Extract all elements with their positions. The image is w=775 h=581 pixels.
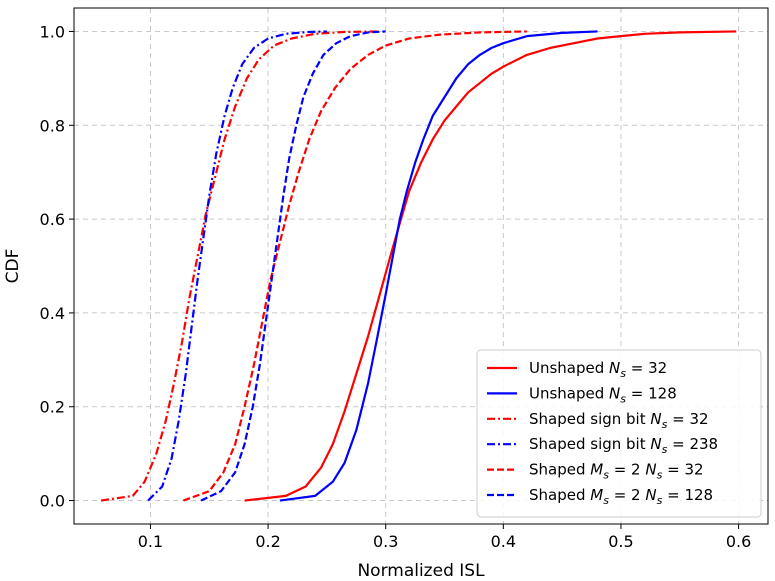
series-line-2 bbox=[279, 30, 598, 502]
legend-entry-2: Unshaped Ns = 128 bbox=[529, 384, 677, 405]
y-axis-title: CDF bbox=[3, 249, 23, 284]
y-tick-label: 0.0 bbox=[40, 492, 65, 511]
legend-entry-6: Shaped Ms = 2 Ns = 128 bbox=[529, 486, 713, 507]
x-tick-label: 0.6 bbox=[726, 532, 751, 551]
series-lines bbox=[100, 30, 737, 502]
y-tick-label: 0.4 bbox=[40, 304, 65, 323]
x-tick-label: 0.3 bbox=[373, 532, 398, 551]
legend-entry-4: Shaped sign bit Ns = 238 bbox=[529, 435, 718, 456]
legend-entry-3: Shaped sign bit Ns = 32 bbox=[529, 410, 709, 431]
series-line-1 bbox=[244, 30, 737, 502]
series-line-3 bbox=[100, 30, 380, 502]
x-axis-title: Normalized ISL bbox=[357, 561, 485, 581]
x-tick-label: 0.4 bbox=[491, 532, 516, 551]
x-tick-label: 0.1 bbox=[138, 532, 163, 551]
legend-entry-5: Shaped Ms = 2 Ns = 32 bbox=[529, 461, 704, 482]
series-line-6 bbox=[200, 30, 386, 502]
legend-entry-1: Unshaped Ns = 32 bbox=[529, 359, 667, 380]
x-tick-label: 0.5 bbox=[608, 532, 633, 551]
y-tick-label: 0.8 bbox=[40, 116, 65, 135]
y-tick-label: 0.2 bbox=[40, 398, 65, 417]
series-line-5 bbox=[183, 30, 527, 502]
axis-ticks: 0.1 0.2 0.3 0.4 0.5 0.6 0.0 0.2 0.4 0.6 0.8 1.0 bbox=[40, 22, 752, 551]
legend: Unshaped Ns = 32 Unshaped Ns = 128 Shaped … bbox=[476, 349, 762, 518]
plot-frame bbox=[73, 7, 769, 525]
y-tick-label: 0.6 bbox=[40, 210, 65, 229]
x-tick-label: 0.2 bbox=[255, 532, 280, 551]
y-tick-label: 1.0 bbox=[40, 22, 65, 41]
series-line-4 bbox=[147, 30, 327, 502]
legend-box bbox=[476, 349, 762, 518]
